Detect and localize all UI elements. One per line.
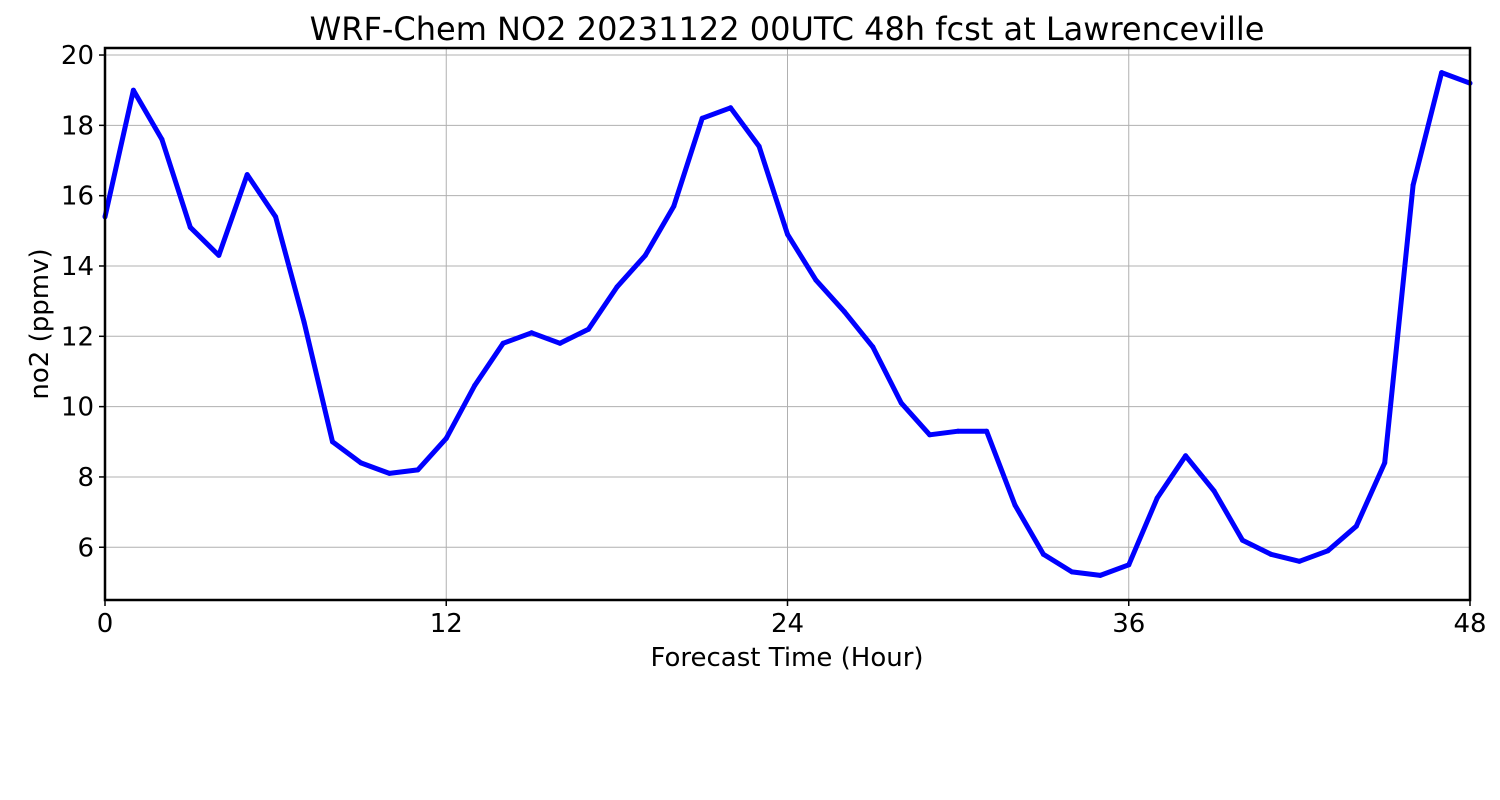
data-point xyxy=(699,115,705,121)
data-point xyxy=(1012,502,1018,508)
data-point xyxy=(1126,562,1132,568)
y-tick-label: 10 xyxy=(61,393,94,423)
x-tick-label: 12 xyxy=(430,609,463,639)
data-point xyxy=(386,470,392,476)
data-point xyxy=(756,143,762,149)
data-point xyxy=(1410,182,1416,188)
y-tick-label: 14 xyxy=(61,252,94,282)
data-point xyxy=(1154,495,1160,501)
series-layer xyxy=(102,70,1473,578)
chart-title: WRF-Chem NO2 20231122 00UTC 48h fcst at … xyxy=(310,10,1265,48)
data-point xyxy=(301,319,307,325)
y-tick-label: 12 xyxy=(61,322,94,352)
data-point xyxy=(529,330,535,336)
data-point xyxy=(1268,551,1274,557)
data-point xyxy=(244,172,250,178)
data-point xyxy=(415,467,421,473)
data-point xyxy=(841,309,847,315)
data-point xyxy=(358,460,364,466)
data-point xyxy=(187,224,193,230)
data-point xyxy=(1296,558,1302,564)
data-point xyxy=(955,428,961,434)
data-point xyxy=(1439,70,1445,76)
data-point xyxy=(870,344,876,350)
data-point xyxy=(927,432,933,438)
data-point xyxy=(443,435,449,441)
data-point xyxy=(728,105,734,111)
y-tick-label: 16 xyxy=(61,182,94,212)
y-axis-label: no2 (ppmv) xyxy=(25,248,55,399)
data-point xyxy=(216,252,222,258)
x-tick-label: 0 xyxy=(97,609,114,639)
data-point xyxy=(585,326,591,332)
y-tick-label: 6 xyxy=(77,533,94,563)
data-point xyxy=(1097,572,1103,578)
data-point xyxy=(472,383,478,388)
y-tick-label: 8 xyxy=(77,463,94,493)
data-point xyxy=(1211,488,1217,494)
data-point xyxy=(813,277,819,283)
data-point xyxy=(1183,453,1189,459)
data-point xyxy=(557,340,563,346)
data-point xyxy=(1240,537,1245,543)
data-point xyxy=(984,428,990,434)
data-point xyxy=(1325,548,1331,554)
y-tick-label: 20 xyxy=(61,41,94,71)
x-tick-label: 36 xyxy=(1112,609,1145,639)
data-point xyxy=(330,439,335,445)
data-point xyxy=(671,203,677,209)
data-point xyxy=(273,214,279,220)
data-point xyxy=(130,87,136,93)
data-point xyxy=(1069,569,1075,575)
data-point xyxy=(159,136,165,142)
y-tick-label: 18 xyxy=(61,111,94,141)
data-point xyxy=(500,340,506,346)
data-point xyxy=(614,284,620,290)
data-point xyxy=(898,400,904,406)
data-point xyxy=(1382,460,1388,466)
ticks: 0 12 24 36 48 6 8 10 12 14 16 18 20 xyxy=(61,41,1487,639)
data-point xyxy=(642,252,648,258)
data-point xyxy=(1040,551,1046,557)
data-point xyxy=(785,231,790,237)
grid xyxy=(104,48,1471,600)
x-tick-label: 48 xyxy=(1453,609,1486,639)
x-axis-label: Forecast Time (Hour) xyxy=(650,643,923,673)
x-tick-label: 24 xyxy=(771,609,804,639)
data-point xyxy=(1353,523,1359,529)
